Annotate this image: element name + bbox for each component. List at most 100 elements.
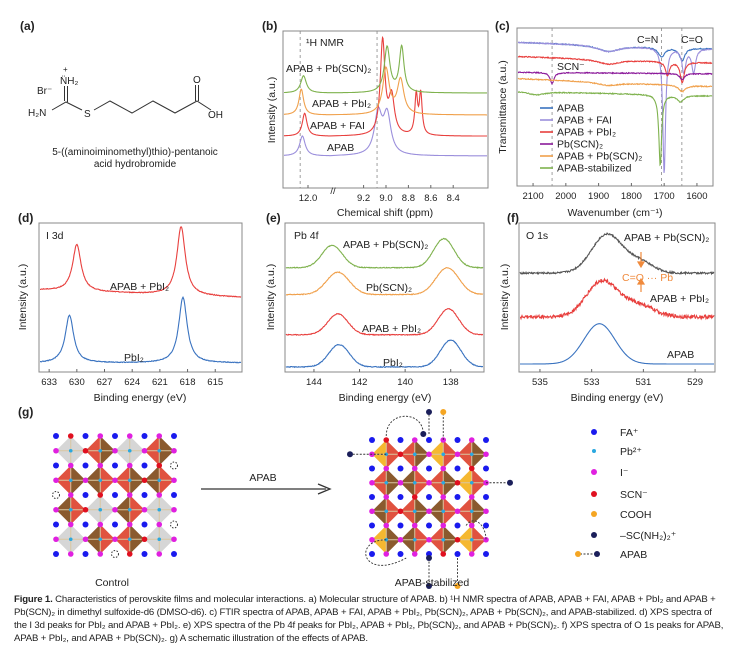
apab-end-icon: [440, 409, 447, 415]
fa-cation-icon: [369, 494, 375, 500]
iodide-icon: [383, 494, 390, 500]
ftir-chart: 2100 2000 1900 1800 1700 1600: [516, 27, 714, 202]
lead-cation-icon: [68, 478, 73, 483]
iodide-icon: [383, 437, 390, 443]
x-tick-label: 618: [180, 377, 196, 388]
lead-cation-icon: [384, 480, 389, 485]
pb4f-ylabel: Intensity (a.u.): [265, 264, 277, 331]
series-line-apab-stabilized: [518, 90, 713, 167]
fa-cation-icon: [483, 551, 489, 557]
series-label-apab-fai: APAB + FAI: [310, 120, 365, 132]
apab-end-icon: [426, 583, 432, 589]
series-line-pb-scn-: [285, 267, 484, 296]
iodide-icon: [383, 551, 390, 557]
iodide-icon: [53, 506, 59, 513]
lead-cation-icon: [68, 507, 73, 512]
amine-label: H₂N: [28, 108, 46, 119]
iodide-legend-icon: [591, 469, 597, 475]
x-tick-label: 615: [207, 377, 223, 388]
iodide-icon: [468, 494, 475, 500]
legend-label: Pb(SCN)₂: [557, 139, 603, 151]
plus-charge: +: [63, 65, 68, 74]
x-tick-label: 2100: [522, 191, 543, 202]
iodide-icon: [426, 508, 432, 515]
xps-i3d-chart: 633 630 627 624 621 618 615: [38, 222, 243, 388]
series-label-apab-pbscn2: APAB + Pb(SCN)₂: [286, 63, 371, 75]
lead-cation-icon: [412, 509, 417, 514]
fa-cation-icon: [53, 521, 59, 528]
legend-label: SCN⁻: [620, 489, 648, 501]
iodide-icon: [454, 451, 461, 458]
iodide-icon: [141, 477, 148, 484]
iodide-icon: [141, 506, 148, 513]
iodide-icon: [468, 437, 475, 443]
series-label-apab-pbscn2: APAB + Pb(SCN)₂: [343, 239, 428, 251]
apab-tether: [465, 520, 487, 540]
series-label-apab-pbscn2: APAB + Pb(SCN)₂: [624, 232, 709, 244]
legend-label: APAB + FAI: [557, 115, 612, 127]
x-tick-label: 9.2: [357, 193, 370, 204]
series-line-pbi-: [40, 295, 242, 364]
fa-cation-icon: [454, 465, 461, 472]
iodide-icon: [141, 536, 148, 543]
lead-cation-icon: [127, 478, 132, 483]
iodide-icon: [397, 536, 404, 543]
legend-label: APAB + Pb(SCN)₂: [557, 151, 642, 163]
plot-frame: [518, 222, 716, 373]
x-tick-label: 630: [69, 377, 85, 388]
vacancy-icon: [170, 461, 178, 470]
iodide-icon: [369, 479, 375, 486]
interaction-arrows: [636, 252, 646, 292]
series-line-apab-pb-scn-: [285, 237, 484, 269]
iodide-icon: [112, 477, 118, 484]
plot-frame: [38, 222, 243, 373]
legend-label: COOH: [620, 509, 652, 521]
legend-label: APAB: [620, 549, 647, 561]
fa-cation-icon: [397, 522, 404, 529]
iodide-icon: [126, 462, 133, 469]
series-line-apab-fai: [518, 41, 713, 173]
lead-cation-icon: [68, 448, 73, 453]
fa-cation-icon: [369, 437, 375, 443]
nmr-chart: 12.0 9.2 9.0 8.8 8.6 8.4: [282, 30, 489, 204]
x-tick-label: 1600: [686, 191, 707, 202]
panel-label-a: (a): [20, 19, 35, 33]
fa-cation-icon: [141, 433, 148, 439]
lead-cation-icon: [441, 509, 446, 514]
sulfur-label: S: [84, 109, 91, 120]
iodide-icon: [171, 506, 177, 513]
nmr-xlabel: Chemical shift (ppm): [337, 207, 433, 219]
iodide-icon: [126, 433, 133, 439]
legend-label: APAB-stabilized: [557, 163, 632, 175]
ftir-ylabel: Transmittance (a.u.): [497, 60, 509, 154]
lead-cation-icon: [412, 452, 417, 457]
x-tick-label: 531: [635, 377, 651, 388]
series-label-pbi2: PbI₂: [383, 357, 403, 369]
lead-cation-icon: [469, 480, 474, 485]
fa-cation-icon: [82, 492, 89, 498]
vacancy-icon: [111, 550, 119, 558]
x-tick-label: 144: [306, 377, 322, 388]
o1s-xlabel: Binding energy (eV): [571, 392, 664, 404]
fa-cation-icon: [454, 522, 461, 529]
iodide-icon: [468, 465, 475, 472]
x-tick-label: 9.0: [379, 193, 392, 204]
x-tick-label: 633: [41, 377, 57, 388]
i3d-title: I 3d: [46, 230, 64, 242]
x-tick-label: 140: [397, 377, 413, 388]
legend-label: FA⁺: [620, 427, 639, 439]
figure-caption: Figure 1. Characteristics of perovskite …: [14, 593, 726, 645]
scn-annotation: SCN⁻: [557, 61, 585, 73]
iodide-icon: [126, 521, 133, 528]
iodide-icon: [126, 492, 133, 498]
fa-cation-icon: [369, 551, 375, 557]
hydroxyl-label: OH: [208, 110, 223, 121]
iodide-icon: [97, 433, 104, 439]
iodide-icon: [468, 551, 475, 557]
control-lattice: [52, 433, 178, 558]
iodide-icon: [440, 494, 447, 500]
x-tick-label: 8.8: [402, 193, 415, 204]
fa-cation-icon: [397, 437, 404, 443]
panel-label-g: (g): [18, 405, 33, 419]
